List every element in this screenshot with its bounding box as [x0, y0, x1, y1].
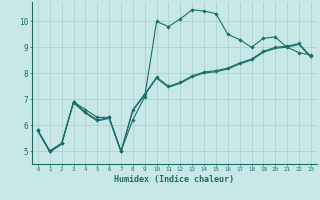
X-axis label: Humidex (Indice chaleur): Humidex (Indice chaleur) — [115, 175, 234, 184]
